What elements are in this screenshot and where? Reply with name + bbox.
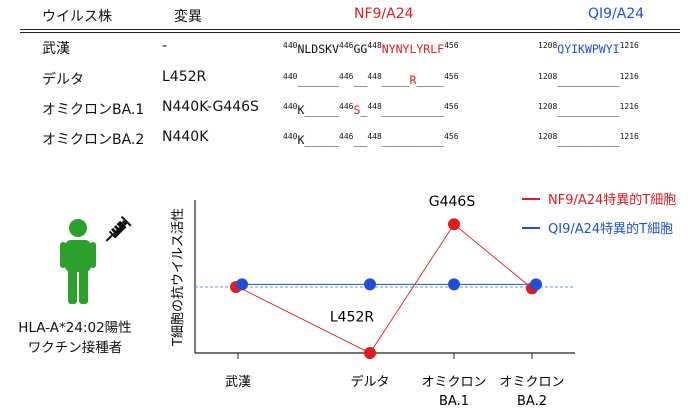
sequence-segment: _________	[381, 103, 445, 117]
header-nf9: NF9/A24	[354, 6, 414, 22]
person-caption-line2: ワクチン接種者	[27, 340, 123, 356]
sequence-segment: ______	[297, 73, 339, 87]
x-tick-label: オミクロン BA.1	[421, 375, 486, 409]
sequence-segment: 456	[444, 41, 459, 50]
sequence-segment: _________	[381, 133, 445, 147]
sequence-segment: 446	[339, 102, 354, 111]
sequence-segment: 1216	[619, 102, 639, 111]
sequence-segment: 440	[283, 132, 298, 141]
row-qi9-sequence: 1208_________1216	[538, 132, 639, 147]
row-qi9-sequence: 1208_________1216	[538, 102, 639, 117]
legend-label: QI9/A24特異的T細胞	[548, 221, 673, 237]
sequence-segment: 456	[444, 132, 459, 141]
mutation-annotation: L452R	[330, 310, 375, 326]
sequence-segment: 440	[283, 41, 298, 50]
row-nf9-sequence: 440NLDSKV446GG448NYNYLYRLF456	[283, 41, 459, 56]
sequence-segment: _	[360, 103, 368, 117]
nf9-data-point	[448, 218, 460, 231]
sequence-segment: 448	[367, 132, 382, 141]
row-mutation: -	[162, 38, 168, 54]
sequence-segment: GG	[353, 42, 368, 56]
x-tick-label: オミクロン BA.2	[499, 375, 564, 409]
sequence-segment: 1208	[538, 102, 558, 111]
sequence-segment: K_____	[297, 133, 339, 147]
person-caption-line1: HLA-A*24:02陽性	[18, 320, 132, 336]
row-nf9-sequence: 440K_____446S_448_________456	[283, 102, 459, 117]
sequence-segment: 440	[283, 72, 298, 81]
sequence-segment: 448	[367, 102, 382, 111]
x-tick-label: デルタ	[350, 374, 389, 390]
header-mutation: 変異	[174, 9, 202, 25]
sequence-segment: 446	[339, 72, 354, 81]
nf9-data-point	[364, 347, 376, 359]
header-qi9: QI9/A24	[588, 6, 645, 22]
sequence-segment: 1216	[619, 132, 639, 141]
sequence-segment: ____	[416, 73, 445, 87]
sequence-segment: 456	[444, 102, 459, 111]
sequence-segment: 446	[339, 41, 354, 50]
qi9-data-point	[530, 278, 542, 291]
sequence-segment: __	[353, 73, 368, 87]
sequence-segment: 456	[444, 72, 459, 81]
table-top-rule	[20, 29, 680, 30]
sequence-segment: S	[353, 103, 361, 117]
sequence-segment: 440	[283, 102, 298, 111]
row-strain: オミクロンBA.2	[42, 132, 145, 148]
sequence-segment: R	[409, 73, 417, 87]
sequence-segment: _________	[557, 133, 620, 147]
row-mutation: N440K-G446S	[162, 99, 259, 115]
mutation-annotation: G446S	[429, 194, 476, 210]
qi9-data-point	[236, 278, 248, 291]
sequence-segment: 1216	[619, 41, 639, 50]
syringe-icon	[105, 215, 132, 242]
person-icon	[60, 219, 96, 304]
table-top-rule-2	[20, 32, 680, 33]
row-qi9-sequence: 1208QYIKWPWYI1216	[538, 41, 639, 56]
sequence-segment: 1216	[619, 72, 639, 81]
row-mutation: N440K	[162, 129, 209, 145]
legend-label: NF9/A24特異的T細胞	[548, 192, 676, 208]
row-nf9-sequence: 440______446__448____R____456	[283, 72, 459, 87]
sequence-segment: 448	[367, 41, 382, 50]
row-strain: デルタ	[42, 72, 84, 88]
row-nf9-sequence: 440K_____446__448_________456	[283, 132, 459, 147]
row-qi9-sequence: 1208_________1216	[538, 72, 639, 87]
sequence-segment: 1208	[538, 72, 558, 81]
sequence-segment: NYNYLYRLF	[381, 42, 445, 56]
sequence-segment: K_____	[297, 103, 339, 117]
row-mutation: L452R	[162, 69, 207, 85]
sequence-segment: NLDSKV	[297, 42, 339, 56]
y-axis-label: T細胞の抗ウイルス活性	[171, 208, 186, 347]
row-strain: 武漢	[42, 41, 70, 57]
sequence-segment: 1208	[538, 132, 558, 141]
row-strain: オミクロンBA.1	[42, 102, 145, 118]
sequence-segment: __	[353, 133, 368, 147]
sequence-segment: QYIKWPWYI	[557, 42, 620, 56]
sequence-segment: 1208	[538, 41, 558, 50]
x-tick-label: 武漢	[225, 375, 251, 390]
sequence-segment: 448	[367, 72, 382, 81]
sequence-segment: _________	[557, 73, 620, 87]
qi9-data-point	[364, 278, 376, 291]
sequence-segment: _________	[557, 103, 620, 117]
qi9-data-point	[448, 278, 460, 291]
header-strain: ウイルス株	[42, 9, 112, 25]
person-caption: HLA-A*24:02陽性 ワクチン接種者	[10, 318, 140, 358]
sequence-segment: ____	[381, 73, 410, 87]
sequence-segment: 446	[339, 132, 354, 141]
series-line	[237, 223, 533, 354]
